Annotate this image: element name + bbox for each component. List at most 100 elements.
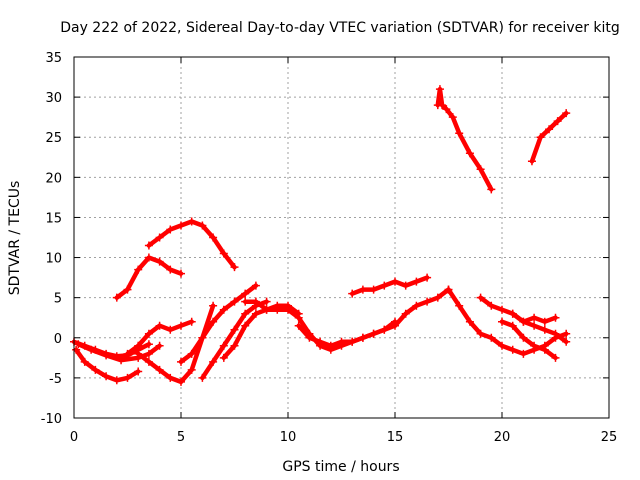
data-point [155,257,164,266]
data-point [553,117,562,126]
axis-ticks: 0 5 10 15 20 25 -10 -5 0 5 10 15 20 25 30 35 [41,51,618,445]
data-point [166,325,175,334]
data-point [198,373,207,382]
data-point [251,309,260,318]
data-point [391,321,399,330]
data-point [155,341,164,350]
data-point [241,309,250,318]
data-point [241,289,250,298]
data-point [448,113,457,122]
data-point [251,281,260,290]
data-point [134,341,143,350]
data-point [527,157,536,166]
x-tick-label: 5 [177,430,185,445]
data-point [134,349,143,358]
data-point [117,356,126,365]
data-point [209,357,218,366]
y-tick-label: 20 [45,171,62,186]
data-point [177,321,185,330]
data-point [144,253,153,262]
data-point [551,329,560,338]
data-point [219,305,228,314]
y-axis-label: SDTVAR / TECUs [7,181,23,296]
data-point [187,349,196,358]
data-point [187,217,196,226]
data-point [401,309,410,318]
data-point [219,353,228,362]
data-point [508,321,517,330]
data-point [294,321,303,330]
data-point [198,221,207,230]
x-tick-label: 10 [280,430,297,445]
data-point [412,301,421,310]
x-tick-label: 0 [70,430,78,445]
data-point [391,277,399,286]
data-point [112,376,121,385]
data-point [284,305,292,314]
data-point [102,372,111,381]
data-point [498,305,506,314]
y-tick-label: 25 [45,131,62,146]
chart-title: Day 222 of 2022, Sidereal Day-to-day VTE… [60,20,620,36]
data-point [487,301,496,310]
data-point [144,329,153,338]
data-point [498,317,506,326]
data-point [455,129,464,138]
data-point [465,149,474,158]
plot-frame [73,56,610,419]
data-point [155,321,164,330]
data-point [326,341,335,350]
data-point [230,263,239,272]
data-point [551,353,560,362]
y-tick-label: 0 [54,332,62,347]
data-point [380,325,389,334]
data-point [545,125,554,134]
data-point [412,277,421,286]
data-point [134,265,143,274]
y-tick-label: 5 [54,292,62,307]
data-point [251,297,260,306]
data-point [455,301,464,310]
data-point [219,249,228,258]
data-point [401,281,410,290]
data-point [80,357,89,366]
data-point [498,341,506,350]
data-point [305,333,314,342]
data-point [102,351,111,360]
data-point [134,367,143,376]
x-tick-label: 25 [601,430,618,445]
data-point [519,317,528,326]
data-point [230,341,239,350]
data-point [209,233,218,242]
data-point [530,341,539,350]
data-point [487,185,496,194]
data-point [551,313,560,322]
y-tick-label: 15 [45,211,62,226]
data-point [433,293,442,302]
series-arc-16 [446,287,569,357]
series-arc-4 [114,255,184,300]
data-point [540,317,549,326]
data-point [241,321,250,330]
data-point [476,329,485,338]
data-point [380,281,389,290]
y-tick-label: -5 [49,372,62,387]
data-point [348,337,357,346]
x-axis-label: GPS time / hours [282,459,399,475]
data-point [423,297,432,306]
data-point [358,285,367,294]
data-point [262,297,271,306]
x-tick-label: 15 [387,430,404,445]
data-point [530,313,539,322]
data-point [530,321,539,330]
data-point [166,265,175,274]
data-point [273,305,282,314]
y-tick-label: -10 [41,412,62,427]
data-point [74,340,83,349]
data-point [123,285,132,294]
data-point [508,345,517,354]
data-point [177,377,185,386]
data-point [155,365,164,374]
data-point [177,357,185,366]
data-point [209,317,218,326]
